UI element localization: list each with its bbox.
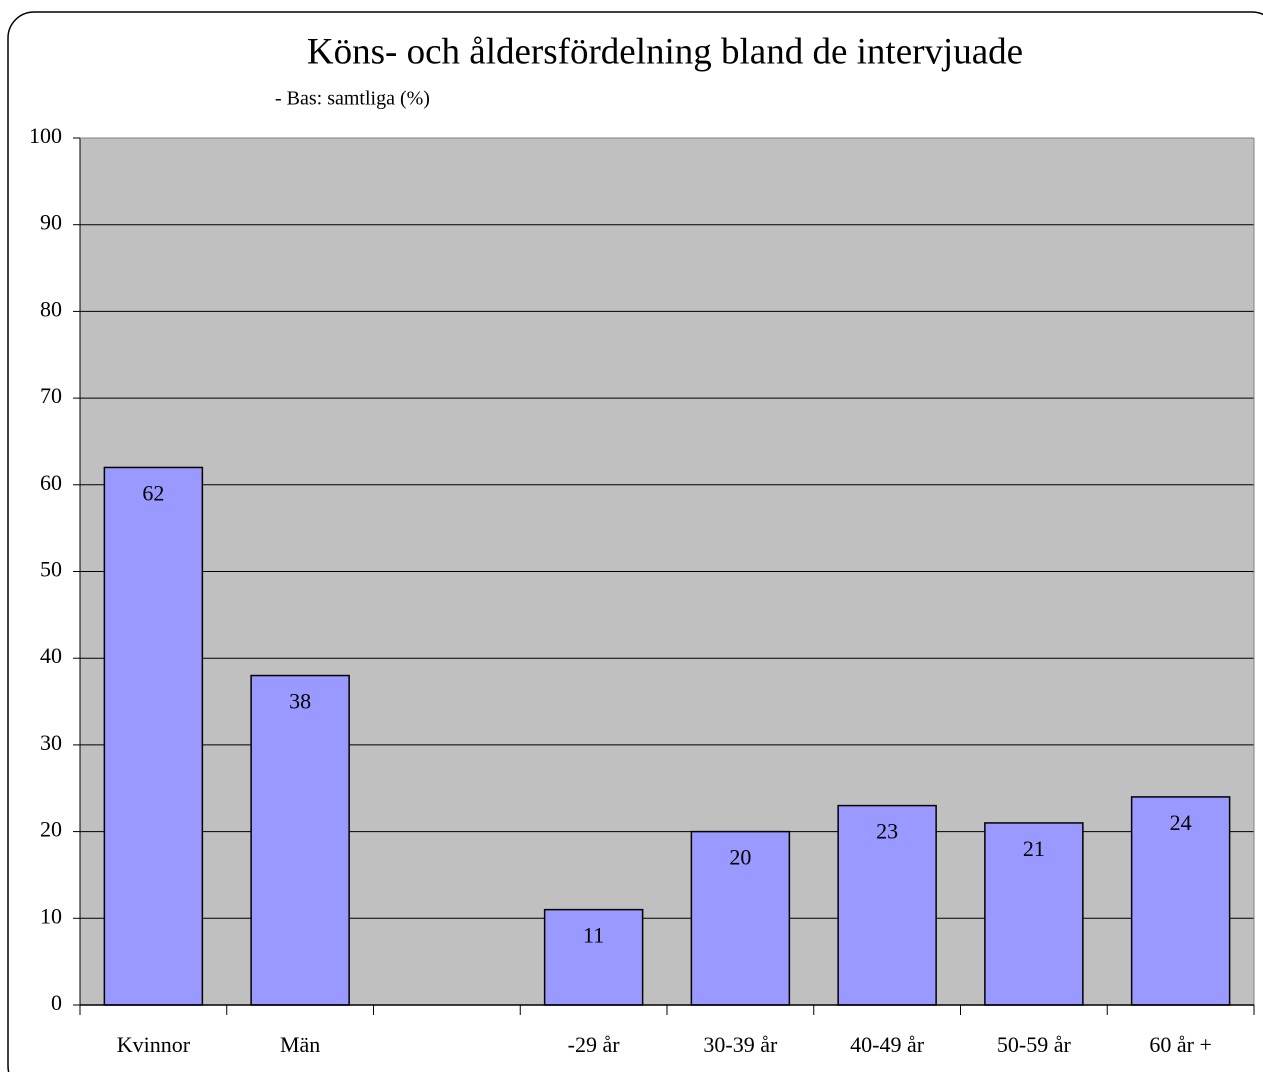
y-tick-label: 70 <box>40 383 62 408</box>
x-tick-label: Män <box>280 1032 320 1057</box>
y-tick-label: 100 <box>29 123 62 148</box>
data-label: 62 <box>142 481 164 506</box>
y-tick-label: 40 <box>40 643 62 668</box>
data-label: 21 <box>1023 836 1045 861</box>
data-label: 38 <box>289 689 311 714</box>
y-tick-label: 30 <box>40 730 62 755</box>
chart-title: Köns- och åldersfördelning bland de inte… <box>307 31 1023 72</box>
bar <box>250 674 350 1006</box>
y-tick-label: 50 <box>40 557 62 582</box>
y-tick-label: 0 <box>51 990 62 1015</box>
y-tick-label: 20 <box>40 817 62 842</box>
bar <box>837 804 937 1006</box>
x-tick-label: Kvinnor <box>117 1032 191 1057</box>
y-tick-label: 60 <box>40 470 62 495</box>
data-label: 24 <box>1170 810 1192 835</box>
x-tick-label: 60 år + <box>1149 1032 1212 1057</box>
y-tick-label: 90 <box>40 210 62 235</box>
chart-subtitle: - Bas: samtliga (%) <box>275 88 430 110</box>
bar <box>690 830 791 1006</box>
data-label: 20 <box>729 845 751 870</box>
data-label: 23 <box>876 819 898 844</box>
x-tick-label: 30-39 år <box>703 1032 778 1057</box>
x-tick-label: -29 år <box>568 1032 621 1057</box>
bar <box>543 908 644 1006</box>
x-tick-label: 50-59 år <box>997 1032 1072 1057</box>
x-tick-label: 40-49 år <box>850 1032 925 1057</box>
y-tick-label: 80 <box>40 296 62 321</box>
bar <box>984 822 1084 1006</box>
y-tick-label: 10 <box>40 903 62 928</box>
data-label: 11 <box>583 923 604 948</box>
bar <box>1130 796 1231 1006</box>
bar <box>103 466 204 1006</box>
